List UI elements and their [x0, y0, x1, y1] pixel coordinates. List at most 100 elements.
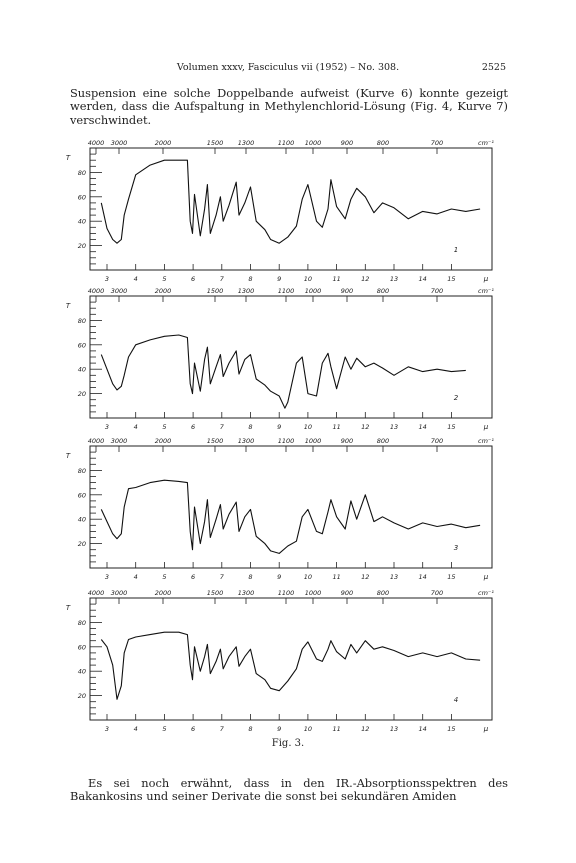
wavenumber-tick-label: 4000	[88, 437, 105, 445]
wavenumber-tick-label: 700	[431, 139, 443, 147]
wavenumber-tick-label: 900	[341, 437, 353, 445]
micron-tick-label: 11	[332, 423, 340, 431]
micron-tick-label: 8	[248, 573, 252, 581]
curve-number-label: 4	[454, 696, 458, 704]
micron-tick-label: 15	[447, 275, 455, 283]
bottom-paragraph-text: Es sei noch erwähnt, dass in den IR.-Abs…	[70, 776, 508, 804]
micron-tick-label: 8	[248, 725, 252, 733]
spectrum-curve-1	[100, 159, 481, 244]
micron-tick-label: 15	[447, 573, 455, 581]
micron-tick-label: 9	[277, 423, 281, 431]
top-paragraph: Suspension eine solche Doppelbande aufwe…	[70, 86, 508, 127]
wavenumber-tick-label: 1300	[238, 139, 255, 147]
micron-tick-label: 4	[134, 423, 138, 431]
wavenumber-tick-label: 900	[341, 287, 353, 295]
page-number: 2525	[481, 62, 506, 73]
wavenumber-tick-label: 800	[377, 437, 389, 445]
micron-tick-label: 7	[220, 275, 225, 283]
micron-tick-label: 14	[419, 725, 427, 733]
spectrum-curve-3	[100, 479, 481, 554]
transmission-tick-label: 40	[78, 668, 86, 676]
transmission-tick-label: 60	[78, 643, 86, 651]
bottom-paragraph: Es sei noch erwähnt, dass in den IR.-Abs…	[70, 776, 508, 804]
transmission-tick-label: 40	[78, 366, 86, 374]
micron-tick-label: 10	[304, 573, 312, 581]
transmission-tick-label: 20	[78, 692, 86, 700]
wavenumber-tick-label: 1300	[238, 287, 255, 295]
transmission-tick-label: 80	[78, 467, 86, 475]
wavenumber-tick-label: 2000	[155, 139, 172, 147]
micron-tick-label: 12	[361, 423, 369, 431]
wavenumber-tick-label: 1300	[238, 437, 255, 445]
micron-tick-label: 6	[191, 725, 195, 733]
wavenumber-tick-label: 700	[431, 437, 443, 445]
plot-frame	[89, 445, 493, 569]
micron-tick-label: 7	[220, 423, 225, 431]
micron-tick-label: 6	[191, 573, 195, 581]
wavenumber-tick-label: 3000	[111, 287, 128, 295]
micron-tick-label: 14	[419, 423, 427, 431]
plot-frame	[89, 597, 493, 721]
spectrum-panel-1: 4000 3000 2000 1500 1300 1100 1000 900 800 700 cm⁻…	[66, 139, 495, 283]
micron-tick-label: 6	[191, 275, 195, 283]
micron-tick-label: 5	[162, 423, 166, 431]
top-paragraph-text: Suspension eine solche Doppelbande aufwe…	[70, 86, 508, 127]
wavenumber-tick-label: 800	[377, 287, 389, 295]
wavenumber-tick-label: 1300	[238, 589, 255, 597]
micron-tick-label: 12	[361, 573, 369, 581]
curve-number-label: 2	[454, 394, 459, 402]
wavenumber-tick-label: 1100	[278, 437, 295, 445]
micron-tick-label: 15	[447, 423, 455, 431]
micron-tick-label: 3	[105, 725, 109, 733]
wavenumber-tick-label: 4000	[88, 589, 105, 597]
wavenumber-unit: cm⁻¹	[478, 437, 494, 445]
micron-tick-label: 15	[447, 725, 455, 733]
micron-tick-label: 4	[134, 573, 138, 581]
transmission-tick-label: 20	[78, 242, 86, 250]
micron-tick-label: 14	[419, 573, 427, 581]
micron-unit: μ	[483, 725, 489, 733]
wavenumber-tick-label: 1000	[305, 589, 322, 597]
micron-tick-label: 10	[304, 725, 312, 733]
wavenumber-tick-label: 1000	[305, 139, 322, 147]
micron-tick-label: 7	[220, 573, 225, 581]
wavenumber-tick-label: 3000	[111, 437, 128, 445]
y-axis-label: T	[66, 604, 71, 612]
wavenumber-unit: cm⁻¹	[478, 589, 494, 597]
spectrum-curve-4	[100, 631, 481, 700]
wavenumber-tick-label: 800	[377, 139, 389, 147]
micron-tick-label: 6	[191, 423, 195, 431]
micron-tick-label: 4	[134, 275, 138, 283]
wavenumber-tick-label: 1100	[278, 139, 295, 147]
micron-tick-label: 13	[390, 423, 398, 431]
micron-tick-label: 4	[134, 725, 138, 733]
wavenumber-tick-label: 1500	[207, 437, 224, 445]
transmission-tick-label: 60	[78, 491, 86, 499]
curve-number-label: 1	[454, 246, 458, 254]
wavenumber-tick-label: 2000	[155, 437, 172, 445]
spectrum-curve-2	[100, 334, 466, 409]
wavenumber-tick-label: 700	[431, 589, 443, 597]
micron-tick-label: 13	[390, 275, 398, 283]
y-axis-label: T	[66, 302, 71, 310]
running-title: Volumen xxxv, Fasciculus vii (1952) – No…	[176, 62, 400, 73]
wavenumber-tick-label: 4000	[88, 139, 105, 147]
transmission-tick-label: 20	[78, 540, 86, 548]
micron-tick-label: 5	[162, 725, 166, 733]
micron-tick-label: 9	[277, 275, 281, 283]
micron-tick-label: 13	[390, 725, 398, 733]
transmission-tick-label: 20	[78, 390, 86, 398]
micron-tick-label: 3	[105, 573, 109, 581]
micron-tick-label: 9	[277, 573, 281, 581]
micron-tick-label: 11	[332, 275, 340, 283]
wavenumber-tick-label: 2000	[155, 589, 172, 597]
micron-tick-label: 11	[332, 725, 340, 733]
wavenumber-tick-label: 900	[341, 589, 353, 597]
transmission-tick-label: 40	[78, 516, 86, 524]
micron-tick-label: 5	[162, 573, 166, 581]
micron-tick-label: 10	[304, 423, 312, 431]
micron-unit: μ	[483, 423, 489, 431]
figure-caption: Fig. 3.	[271, 738, 305, 749]
micron-tick-label: 12	[361, 275, 369, 283]
